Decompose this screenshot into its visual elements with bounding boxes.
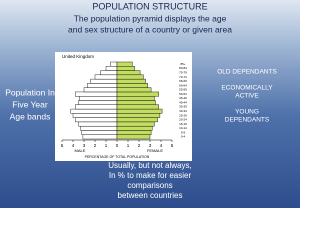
age-label: 35-39: [179, 105, 187, 109]
subtitle: and sex structure of a country or given …: [68, 24, 232, 34]
age-label: 80-84: [179, 66, 187, 70]
x-tick-label: 2: [94, 143, 97, 148]
female-bar: [116, 130, 152, 135]
male-bar: [82, 134, 118, 140]
pyramid: United Kingdom 0-45-910-1415-1920-2425-29…: [61, 54, 187, 159]
bottom-text: In % to make for easier: [109, 171, 192, 180]
female-bar: [116, 117, 158, 123]
age-label: 65-69: [179, 79, 187, 83]
left-label: Age bands: [10, 111, 51, 121]
male-bar: [74, 117, 118, 123]
age-label: 75-79: [179, 70, 187, 74]
male-label: MALE: [75, 148, 86, 153]
age-label: 50-54: [179, 92, 187, 96]
male-bar: [105, 66, 118, 71]
age-label: 85+: [180, 62, 185, 66]
male-bar: [78, 100, 118, 105]
x-tick-label: 4: [72, 143, 75, 148]
x-tick-label: 2: [138, 143, 141, 148]
female-bar: [116, 134, 151, 140]
x-tick-label: 5: [171, 143, 174, 148]
male-bar: [90, 78, 118, 84]
bottom-text: between countries: [118, 191, 183, 200]
female-bar: [116, 108, 163, 114]
x-tick-label: 0: [116, 143, 119, 148]
x-tick-label: 1: [105, 143, 108, 148]
age-label: 45-49: [179, 96, 187, 100]
male-bar: [70, 108, 118, 114]
age-label: 30-34: [179, 109, 187, 113]
female-bar: [116, 100, 156, 105]
female-bar: [116, 125, 153, 131]
right-label: ACTIVE: [235, 93, 259, 100]
x-tick-label: 4: [160, 143, 163, 148]
subtitle: The population pyramid displays the age: [74, 13, 227, 23]
female-bar: [116, 83, 148, 88]
x-tick-label: 5: [61, 143, 64, 148]
age-label: 60-64: [179, 83, 187, 87]
right-label: ECONOMICALLY: [221, 85, 273, 92]
male-bar: [83, 87, 118, 93]
female-bar: [116, 66, 135, 71]
female-bar: [116, 74, 144, 80]
title: POPULATION STRUCTURE: [92, 1, 207, 11]
right-label: DEPENDANTS: [225, 117, 270, 124]
age-label: 55-59: [179, 88, 187, 92]
bottom-text: Usually, but not always,: [108, 161, 191, 170]
right-label: YOUNG: [235, 109, 259, 116]
x-tick-label: 3: [83, 143, 86, 148]
age-label: 15-19: [179, 122, 187, 126]
female-bar: [116, 121, 155, 127]
pyramid-title: United Kingdom: [62, 54, 94, 59]
male-bar: [100, 70, 118, 76]
x-tick-label: 3: [149, 143, 152, 148]
age-label: 25-29: [179, 113, 187, 117]
slide: POPULATION STRUCTURE The population pyra…: [0, 0, 300, 208]
female-bar: [116, 91, 159, 97]
age-label: 10-14: [179, 126, 187, 130]
female-label: FEMALE: [147, 148, 163, 153]
male-bar: [94, 74, 118, 80]
male-bar: [81, 130, 118, 135]
male-bar: [74, 91, 118, 97]
age-label: 0-4: [181, 135, 186, 139]
x-tick-label: 1: [127, 143, 130, 148]
age-label: 5-9: [181, 130, 186, 134]
female-bar: [116, 61, 133, 67]
female-bar: [116, 70, 141, 76]
female-bar: [116, 87, 152, 93]
slide-canvas: POPULATION STRUCTURE The population pyra…: [5, 1, 277, 200]
right-label: OLD DEPENDANTS: [217, 69, 277, 76]
left-label: Population In: [5, 87, 55, 97]
female-bar: [116, 96, 155, 101]
male-bar: [80, 125, 118, 131]
x-axis-title: PERCENTAGE OF TOTAL POPULATION: [85, 155, 150, 159]
bottom-text: comparisons: [127, 181, 172, 190]
male-bar: [110, 61, 118, 67]
age-label: 40-44: [179, 100, 187, 104]
age-label: 20-24: [179, 118, 187, 122]
male-bar: [78, 121, 118, 127]
male-bar: [79, 96, 118, 101]
male-bar: [87, 83, 118, 88]
male-bar: [74, 104, 118, 110]
female-bar: [116, 104, 159, 110]
age-label: 70-74: [179, 75, 187, 79]
male-bar: [72, 113, 118, 118]
female-bar: [116, 113, 161, 118]
left-label: Five Year: [12, 99, 48, 109]
female-bar: [116, 78, 146, 84]
